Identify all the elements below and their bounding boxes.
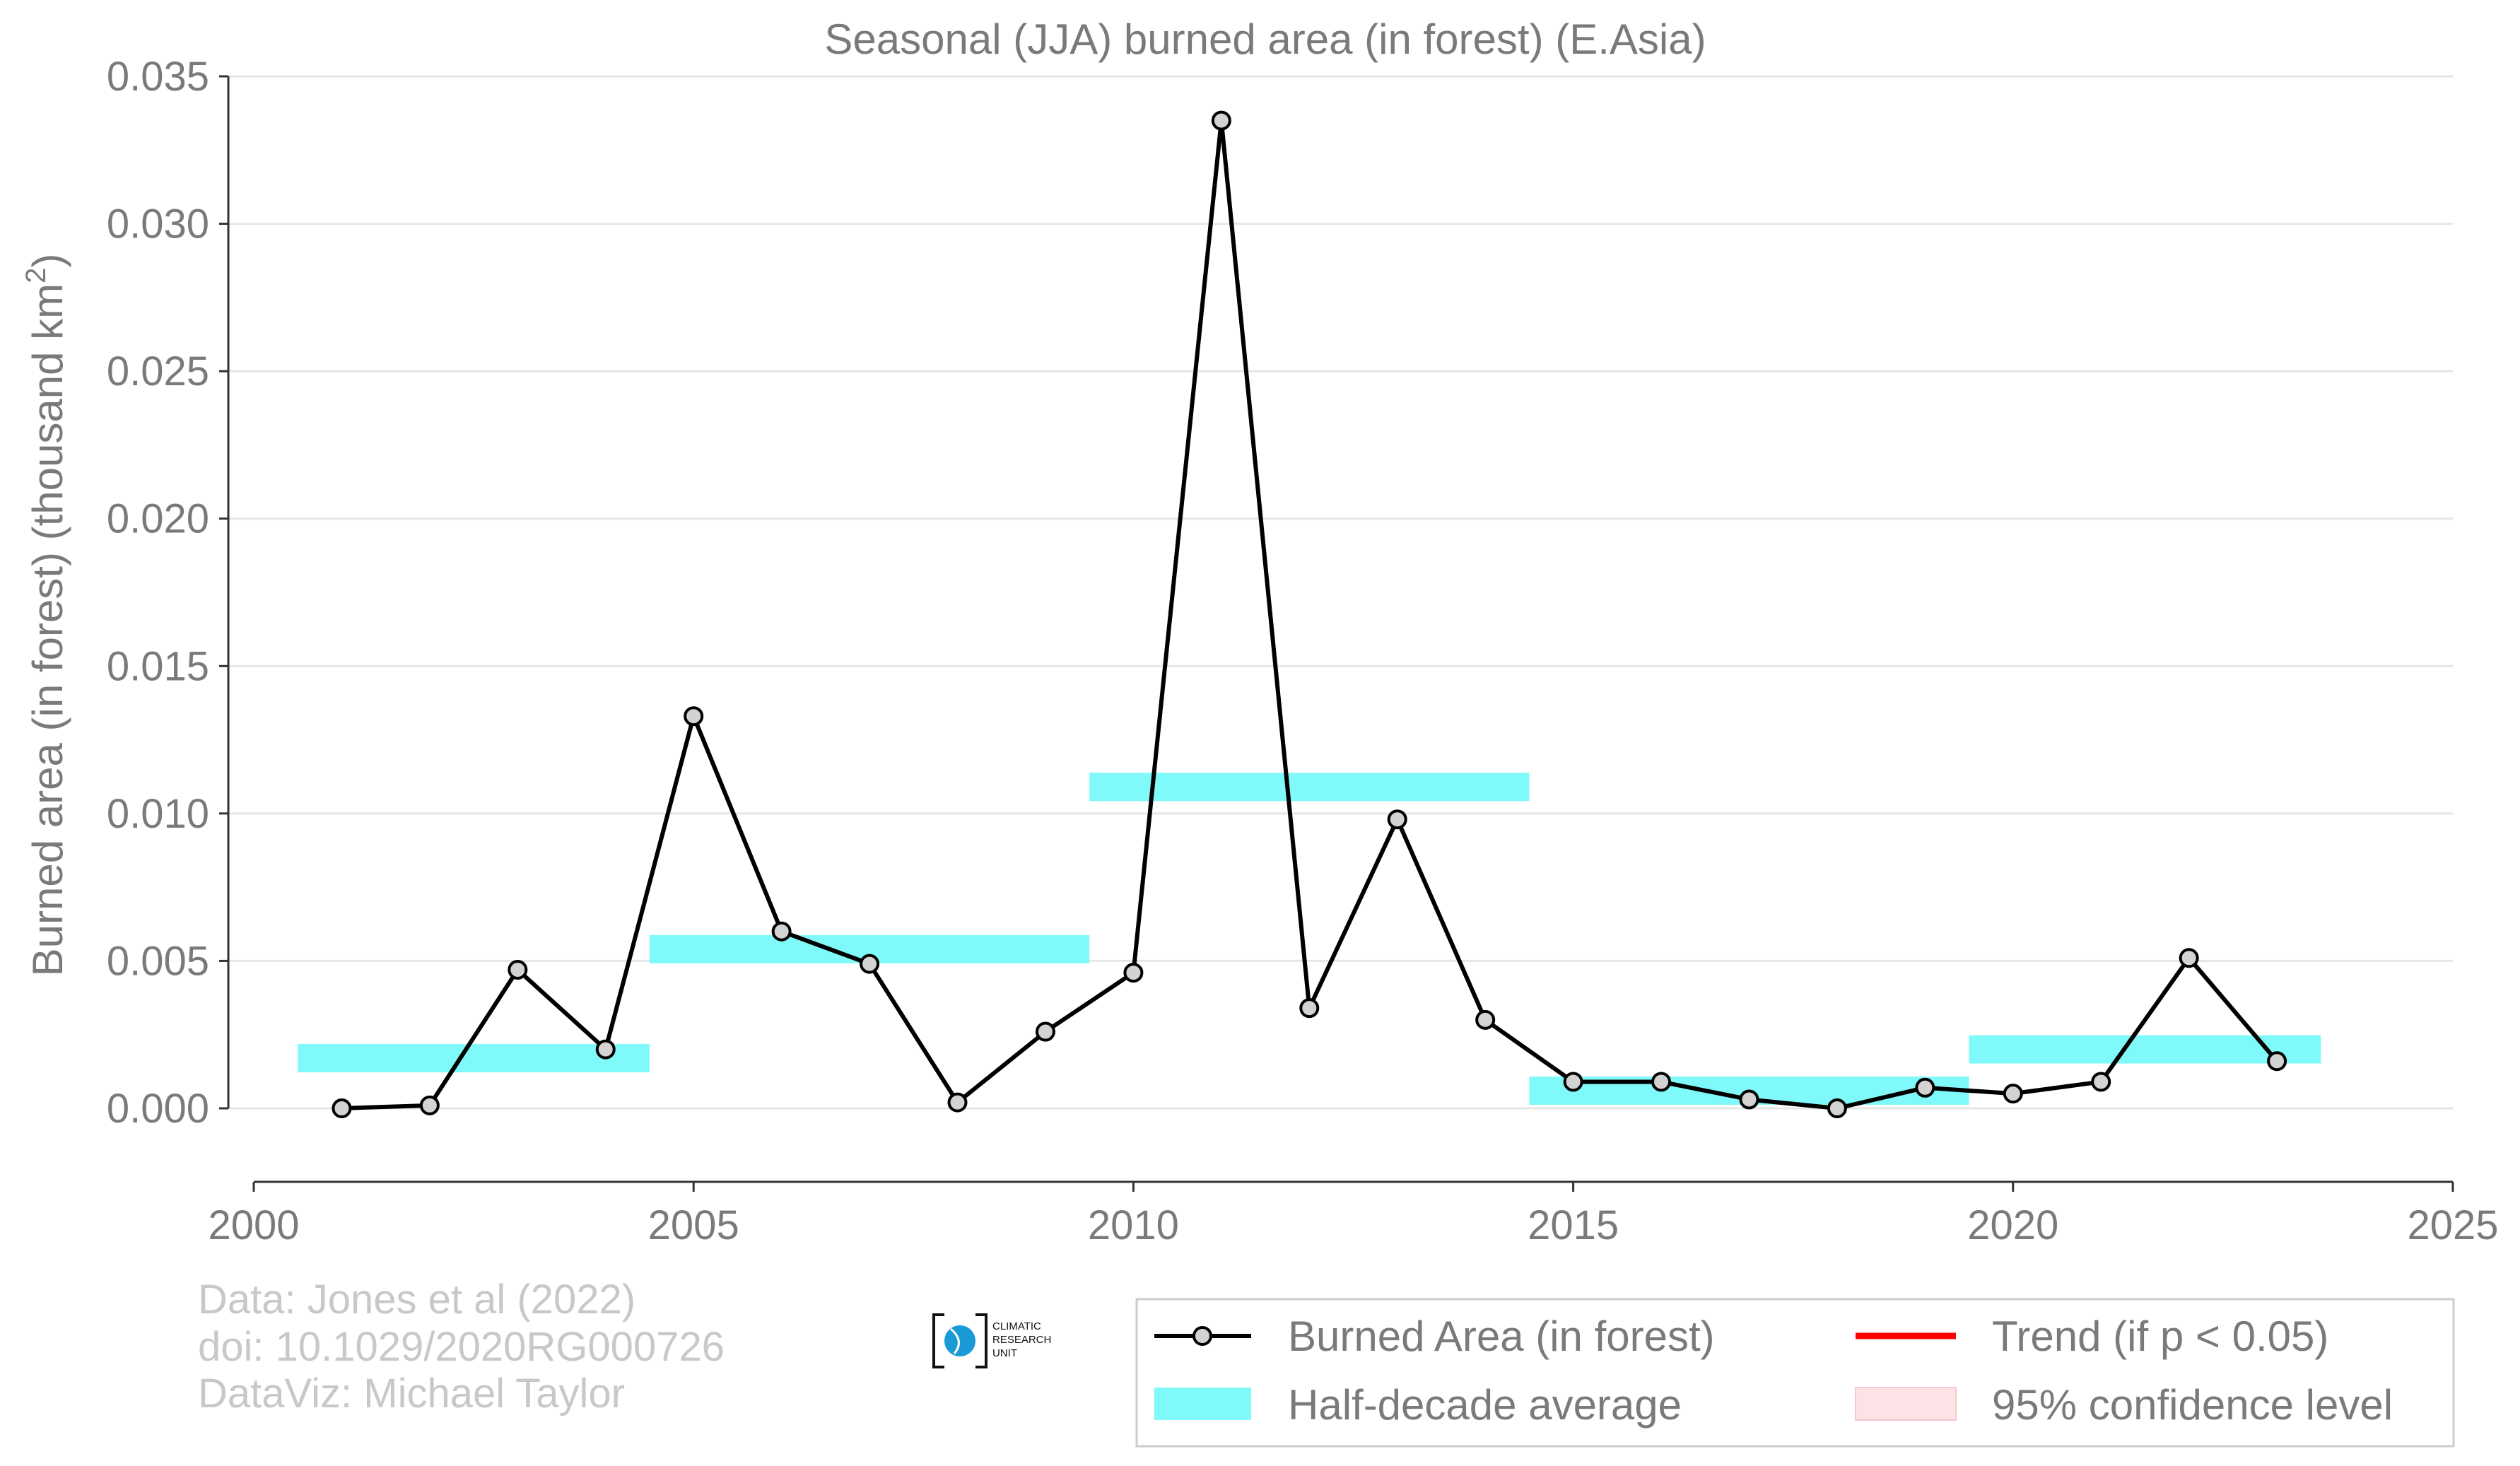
data-point [332, 1098, 352, 1118]
x-tick-label: 2025 [2407, 1202, 2498, 1248]
legend-swatch-burned-area-marker [1192, 1326, 1212, 1346]
cru-logo: CLIMATIC RESEARCH UNIT [932, 1313, 1051, 1368]
legend: Burned Area (in forest) Trend (if p < 0.… [1135, 1298, 2455, 1448]
y-ticks: 0.000 0.005 0.010 0.015 0.020 0.025 0.030 0.035 [107, 54, 228, 1132]
data-point [947, 1092, 968, 1113]
y-tick-label: 0.030 [107, 201, 209, 247]
logo-text-climatic: CLIMATIC [992, 1320, 1041, 1332]
data-point [2179, 948, 2199, 968]
legend-swatch-half-decade [1154, 1388, 1251, 1420]
y-axis-label-superscript: 2 [20, 268, 52, 283]
data-point [1299, 998, 1320, 1019]
y-axis-label-close: ) [24, 254, 71, 268]
y-axis-label-main: Burned area (in forest) (thousand km [24, 283, 71, 976]
legend-label-burned-area: Burned Area (in forest) [1288, 1313, 1715, 1360]
y-tick-label: 0.010 [107, 791, 209, 837]
legend-label-confidence: 95% confidence level [1992, 1381, 2393, 1429]
y-tick-label: 0.000 [107, 1086, 209, 1132]
logo-text-research: RESEARCH [992, 1334, 1051, 1346]
data-point [1035, 1021, 1055, 1042]
chart-title: Seasonal (JJA) burned area (in forest) (… [824, 16, 1706, 63]
credit-data-source: Data: Jones et al (2022) [198, 1277, 635, 1323]
grid-lines [228, 75, 2453, 1110]
data-point [1387, 809, 1407, 830]
legend-box [1135, 1298, 2455, 1448]
data-point [595, 1039, 616, 1060]
logo-text-unit: UNIT [992, 1347, 1017, 1359]
credit-dataviz: DataViz: Michael Taylor [198, 1371, 625, 1417]
data-point [2003, 1084, 2023, 1104]
data-point [1827, 1098, 1847, 1118]
y-tick-label: 0.025 [107, 348, 209, 394]
x-tick-label: 2020 [1967, 1202, 2058, 1248]
y-tick-label: 0.005 [107, 938, 209, 984]
data-point [1211, 110, 1231, 131]
y-tick-label: 0.020 [107, 496, 209, 542]
axes [227, 76, 2453, 1183]
data-point [419, 1095, 440, 1115]
data-point [860, 954, 880, 974]
data-point [1915, 1077, 1935, 1098]
data-point [508, 959, 528, 980]
globe-icon [944, 1325, 975, 1356]
data-point [2267, 1051, 2287, 1072]
data-point [1739, 1089, 1759, 1110]
data-point [771, 921, 792, 942]
legend-label-half-decade: Half-decade average [1288, 1381, 1682, 1429]
logo-bracket-right [975, 1313, 988, 1368]
legend-label-trend: Trend (if p < 0.05) [1992, 1313, 2328, 1360]
globe-meridian [950, 1327, 960, 1354]
x-tick-label: 2005 [648, 1202, 739, 1248]
y-axis-label: Burned area (in forest) (thousand km2) [20, 254, 71, 977]
x-tick-label: 2010 [1088, 1202, 1179, 1248]
legend-swatch-confidence [1855, 1387, 1957, 1421]
x-tick-label: 2015 [1528, 1202, 1619, 1248]
data-point [1651, 1072, 1672, 1092]
y-tick-label: 0.035 [107, 54, 209, 100]
y-tick-label: 0.015 [107, 643, 209, 689]
data-point [1475, 1009, 1496, 1030]
data-point [1563, 1072, 1583, 1092]
half-decade-band [298, 1044, 650, 1073]
x-ticks: 2000 2005 2010 2015 2020 2025 [208, 1182, 2499, 1248]
x-tick-label: 2000 [208, 1202, 299, 1248]
data-point [1123, 963, 1144, 983]
data-point [684, 706, 704, 727]
burned-area-series [332, 110, 2287, 1118]
half-decade-band [1089, 773, 1530, 802]
logo-bracket-left [932, 1313, 944, 1368]
credit-doi: doi: 10.1029/2020RG000726 [198, 1324, 725, 1370]
half-decade-band [1969, 1035, 2321, 1064]
data-point [2091, 1072, 2111, 1092]
